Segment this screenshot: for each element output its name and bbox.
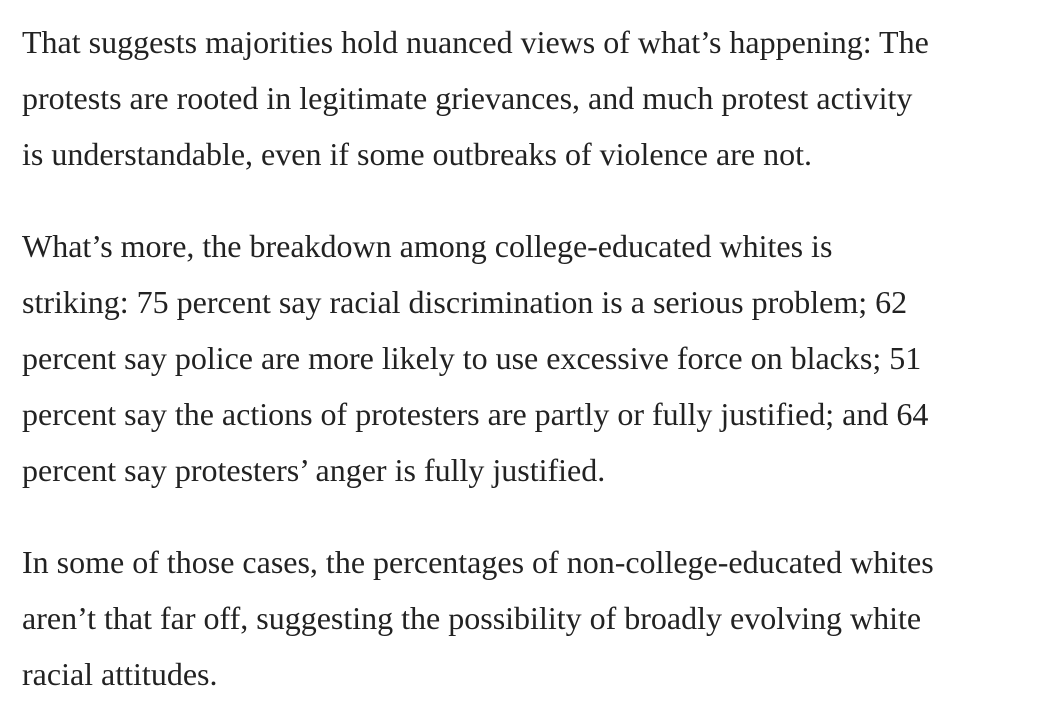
paragraph: What’s more, the breakdown among college…	[22, 218, 1049, 498]
text-line: striking: 75 percent say racial discrimi…	[22, 284, 908, 320]
paragraph: In some of those cases, the percentages …	[22, 534, 1049, 702]
text-line: percent say police are more likely to us…	[22, 340, 922, 376]
text-line: percent say the actions of protesters ar…	[22, 396, 929, 432]
text-line: is understandable, even if some outbreak…	[22, 136, 812, 172]
paragraph: That suggests majorities hold nuanced vi…	[22, 14, 1049, 182]
text-line: In some of those cases, the percentages …	[22, 544, 934, 580]
text-line: What’s more, the breakdown among college…	[22, 228, 833, 264]
text-line: protests are rooted in legitimate grieva…	[22, 80, 913, 116]
text-line: aren’t that far off, suggesting the poss…	[22, 600, 922, 636]
text-line: That suggests majorities hold nuanced vi…	[22, 24, 929, 60]
text-line: racial attitudes.	[22, 656, 218, 692]
text-line: percent say protesters’ anger is fully j…	[22, 452, 606, 488]
